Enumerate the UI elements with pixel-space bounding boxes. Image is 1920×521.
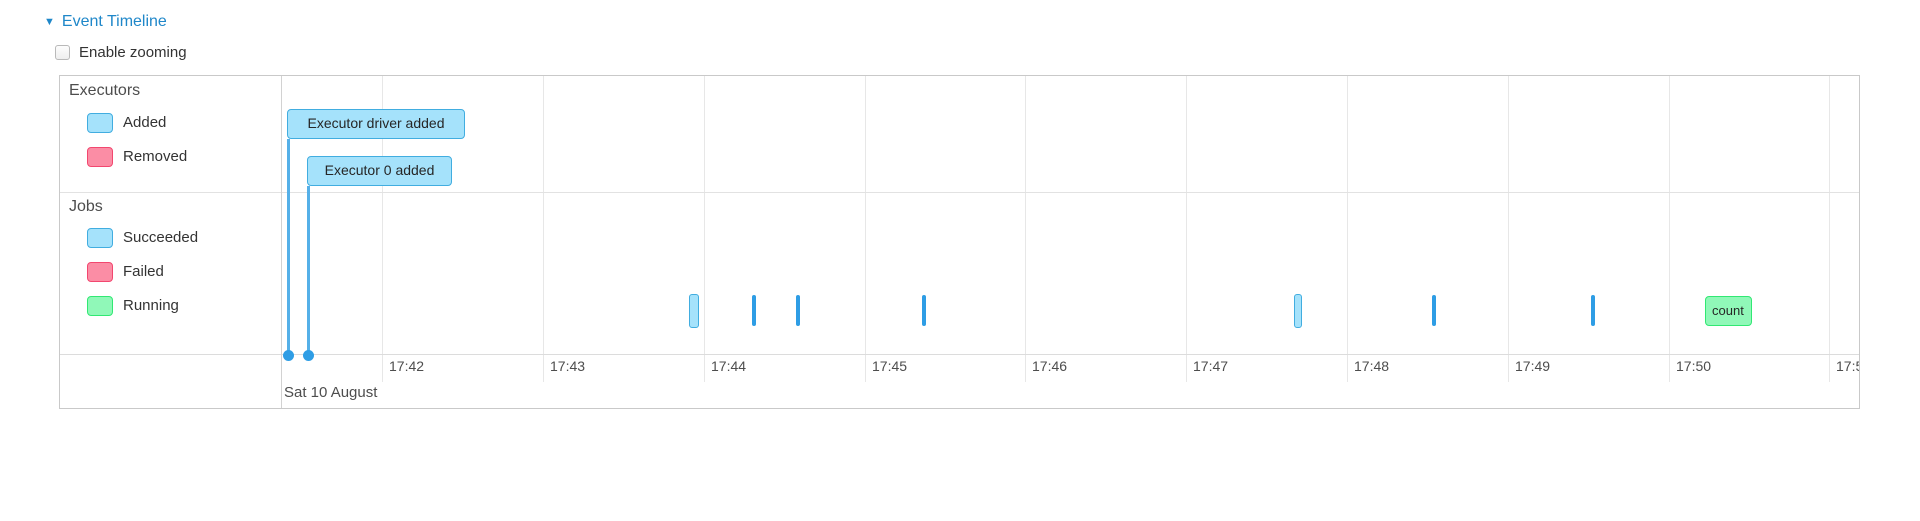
legend-panel-divider	[281, 76, 282, 408]
event-timeline-header[interactable]: ▼ Event Timeline	[44, 13, 167, 31]
axis-tick-label: 17:47	[1193, 358, 1229, 374]
executor-event-anchor-dot	[303, 350, 314, 361]
gridline	[1025, 76, 1026, 382]
gridline	[704, 76, 705, 382]
lane-separator	[60, 192, 1859, 193]
gridline	[543, 76, 544, 382]
axis-tick-label: 17:46	[1032, 358, 1068, 374]
legend-swatch-failed	[87, 262, 113, 282]
job-event-bar[interactable]	[689, 294, 699, 328]
enable-zooming-row: Enable zooming	[55, 44, 187, 61]
axis-tick-label: 17:5	[1836, 358, 1859, 374]
axis-tick-label: 17:42	[389, 358, 425, 374]
axis-tick-label: 17:49	[1515, 358, 1551, 374]
executor-event-box[interactable]: Executor driver added	[287, 109, 465, 139]
axis-major-label: Sat 10 August	[284, 384, 378, 401]
gridline	[1669, 76, 1670, 382]
job-event-running-box[interactable]: count	[1705, 296, 1752, 326]
legend-swatch-succeeded	[87, 228, 113, 248]
gridline	[1829, 76, 1830, 382]
job-event-bar[interactable]	[1591, 295, 1595, 326]
axis-tick-label: 17:45	[872, 358, 908, 374]
enable-zooming-label: Enable zooming	[79, 44, 187, 61]
executor-event-box[interactable]: Executor 0 added	[307, 156, 452, 186]
job-event-bar[interactable]	[1432, 295, 1436, 326]
legend-swatch-running	[87, 296, 113, 316]
legend-group-title: Executors	[69, 82, 141, 99]
gridline	[865, 76, 866, 382]
event-timeline-link[interactable]: Event Timeline	[61, 13, 167, 30]
legend-swatch-removed	[87, 147, 113, 167]
legend-label-succeeded: Succeeded	[123, 229, 199, 246]
axis-line	[60, 354, 1859, 355]
gridline	[1347, 76, 1348, 382]
legend-label-failed: Failed	[123, 263, 164, 280]
executor-event-anchor-dot	[283, 350, 294, 361]
axis-tick-label: 17:48	[1354, 358, 1390, 374]
job-event-bar[interactable]	[752, 295, 756, 326]
legend-label-added: Added	[123, 114, 167, 131]
axis-tick-label: 17:43	[550, 358, 586, 374]
enable-zooming-checkbox[interactable]	[55, 45, 70, 60]
legend-group-title: Jobs	[69, 198, 103, 215]
executor-event-anchor-line	[307, 186, 310, 355]
legend-swatch-added	[87, 113, 113, 133]
gridline	[1186, 76, 1187, 382]
legend-label-removed: Removed	[123, 148, 188, 165]
gridline	[382, 76, 383, 382]
job-event-bar[interactable]	[1294, 294, 1302, 328]
event-timeline-chart[interactable]: Executors Added Removed Jobs Succeeded Failed…	[59, 75, 1860, 409]
job-event-bar[interactable]	[922, 295, 926, 326]
legend-label-running: Running	[123, 297, 179, 314]
executor-event-anchor-line	[287, 139, 290, 355]
gridline	[1508, 76, 1509, 382]
axis-tick-label: 17:44	[711, 358, 747, 374]
axis-tick-label: 17:50	[1676, 358, 1712, 374]
collapse-caret-icon[interactable]: ▼	[44, 15, 55, 28]
job-event-bar[interactable]	[796, 295, 800, 326]
